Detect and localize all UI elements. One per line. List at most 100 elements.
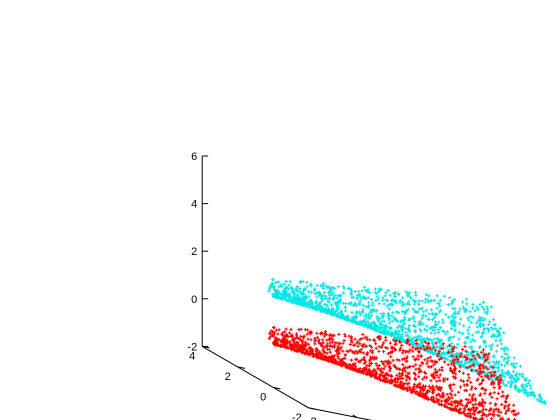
data-point [440, 365, 444, 370]
data-point [272, 287, 276, 291]
data-point [321, 298, 325, 302]
data-point [435, 370, 439, 374]
data-point [384, 338, 388, 342]
data-point [342, 286, 346, 290]
data-point [419, 355, 423, 359]
data-point [372, 322, 376, 326]
data-point [414, 363, 418, 367]
data-point [479, 322, 483, 326]
data-point [303, 295, 308, 299]
data-point [292, 346, 296, 350]
data-point [381, 362, 385, 366]
data-point [495, 349, 499, 353]
data-point [433, 337, 437, 341]
data-point [353, 364, 357, 369]
data-point [398, 298, 402, 303]
data-point [386, 288, 390, 293]
data-point [395, 333, 399, 337]
data-point [322, 294, 326, 298]
data-point [374, 309, 378, 313]
data-point [497, 386, 501, 390]
data-point [505, 371, 509, 375]
data-point [509, 374, 513, 378]
data-point [362, 342, 366, 346]
data-point [335, 296, 339, 300]
data-point [411, 355, 415, 359]
data-point [487, 377, 491, 381]
data-point [435, 322, 439, 326]
data-point [387, 361, 391, 365]
data-point [295, 349, 299, 353]
data-point [487, 327, 491, 332]
data-point [268, 284, 272, 288]
data-point [359, 313, 363, 317]
data-point [367, 316, 372, 320]
data-point [274, 281, 278, 285]
data-point [427, 294, 431, 298]
data-point [331, 290, 335, 294]
data-point [368, 358, 372, 362]
data-point [384, 345, 388, 350]
data-point [408, 343, 412, 347]
data-point [278, 344, 283, 348]
data-point [431, 341, 435, 345]
data-point [437, 351, 441, 355]
data-point [390, 314, 394, 318]
data-point [453, 393, 457, 397]
data-point [504, 411, 508, 416]
data-point [429, 365, 434, 369]
data-point [429, 308, 433, 312]
data-point [468, 360, 472, 364]
data-point [485, 418, 489, 420]
data-point [463, 388, 467, 392]
data-point [433, 323, 437, 327]
data-point [268, 332, 272, 336]
data-point [367, 301, 371, 305]
data-point [452, 360, 456, 364]
x-tick-mark [304, 404, 309, 409]
data-point [382, 311, 386, 315]
data-point [493, 326, 497, 331]
data-point [400, 327, 404, 332]
data-point [448, 366, 453, 370]
data-point [440, 403, 444, 407]
data-point [524, 391, 528, 395]
data-point [303, 347, 307, 351]
data-point [492, 382, 496, 386]
data-point [481, 386, 485, 390]
data-point [296, 342, 301, 346]
data-point [365, 290, 369, 294]
data-point [402, 321, 406, 325]
data-point [359, 358, 363, 362]
data-point [451, 371, 455, 375]
data-point [307, 305, 311, 309]
data-point [343, 353, 347, 357]
data-point [358, 302, 362, 306]
data-points [267, 278, 547, 420]
data-point [453, 376, 457, 380]
data-point [412, 324, 416, 328]
data-point [506, 359, 510, 363]
data-point [482, 307, 486, 311]
data-point [298, 290, 302, 294]
data-point [478, 324, 483, 329]
data-point [347, 363, 351, 367]
data-point [315, 283, 319, 287]
data-point [453, 297, 457, 302]
data-point [392, 299, 396, 303]
data-point [400, 301, 404, 305]
data-point [382, 302, 386, 306]
data-point [480, 356, 484, 360]
data-point [477, 355, 481, 359]
data-point [497, 380, 501, 385]
data-point [298, 345, 302, 349]
data-point [330, 308, 334, 312]
data-point [385, 304, 389, 308]
data-point [466, 379, 470, 383]
data-point [389, 326, 393, 331]
data-point [471, 350, 475, 354]
data-point [358, 360, 362, 364]
data-point [426, 298, 430, 302]
data-point [511, 362, 515, 366]
data-point [357, 292, 361, 297]
